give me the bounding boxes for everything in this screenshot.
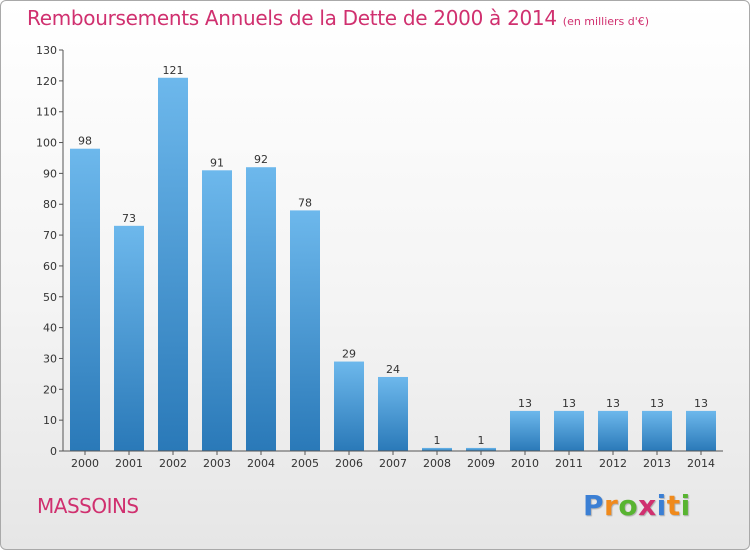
y-axis: 0 10 20 30 40 50 60 70 80 90 100 110 120 130 [36, 44, 64, 458]
logo-letter: x [638, 489, 657, 522]
y-tick-label: 60 [43, 260, 57, 273]
bar-2008 [422, 447, 452, 451]
y-tick-label: 100 [36, 137, 57, 150]
logo-letter: i [680, 489, 691, 522]
data-label-2012: 13 [606, 397, 620, 410]
x-tick-label-2003: 2003 [203, 457, 231, 470]
bar-2006 [334, 361, 364, 451]
bar-2004 [246, 167, 276, 451]
y-tick-label: 110 [36, 106, 57, 119]
y-tick-label: 130 [36, 44, 57, 57]
data-label-2014: 13 [694, 397, 708, 410]
y-tick-label: 10 [43, 414, 57, 427]
chart-title: Remboursements Annuels de la Dette de 20… [27, 6, 649, 30]
data-label-2013: 13 [650, 397, 664, 410]
y-tick-label: 0 [50, 445, 57, 458]
data-label-2010: 13 [518, 397, 532, 410]
x-tick-label-2006: 2006 [335, 457, 363, 470]
logo-letter: i [656, 489, 667, 522]
x-tick-label-2014: 2014 [687, 457, 715, 470]
x-axis: 2000 2001 2002 2003 2004 2005 2006 2007 2008 2009… [63, 450, 723, 470]
y-tick-label: 20 [43, 383, 57, 396]
x-tick-label-2007: 2007 [379, 457, 407, 470]
data-label-2006: 29 [342, 348, 356, 361]
x-tick-label-2012: 2012 [599, 457, 627, 470]
logo-letter: o [618, 489, 639, 522]
x-tick-label-2009: 2009 [467, 457, 495, 470]
data-label-2011: 13 [562, 397, 576, 410]
bar-2009 [466, 447, 496, 451]
y-tick-label: 40 [43, 322, 57, 335]
x-tick-label-2001: 2001 [115, 457, 143, 470]
commune-name: MASSOINS [37, 494, 139, 518]
x-tick-label-2004: 2004 [247, 457, 275, 470]
data-label-2005: 78 [298, 196, 312, 209]
data-label-2004: 92 [254, 153, 268, 166]
bar-2010 [510, 410, 540, 451]
data-label-2000: 98 [78, 135, 92, 148]
bar-2000 [70, 148, 100, 451]
data-label-2007: 24 [386, 363, 400, 376]
logo-letter: t [666, 489, 681, 522]
x-tick-label-2002: 2002 [159, 457, 187, 470]
bar-2005 [290, 210, 320, 451]
bar-2007 [378, 376, 408, 451]
y-tick-label: 50 [43, 291, 57, 304]
x-tick-label-2008: 2008 [423, 457, 451, 470]
y-tick-label: 80 [43, 198, 57, 211]
y-tick-label: 120 [36, 75, 57, 88]
y-tick-label: 30 [43, 352, 57, 365]
bar-2013 [642, 410, 672, 451]
data-label-2002: 121 [163, 64, 184, 77]
y-tick-label: 90 [43, 167, 57, 180]
data-label-2009: 1 [478, 434, 485, 447]
bar-2003 [202, 170, 232, 452]
data-label-2008: 1 [434, 434, 441, 447]
x-tick-label-2005: 2005 [291, 457, 319, 470]
x-tick-label-2013: 2013 [643, 457, 671, 470]
y-tick-label: 70 [43, 229, 57, 242]
data-label-2001: 73 [122, 212, 136, 225]
proxiti-logo: Proxiti [583, 489, 691, 522]
bar-2011 [554, 410, 584, 451]
logo-letter: r [604, 489, 619, 522]
x-tick-label-2000: 2000 [71, 457, 99, 470]
x-tick-label-2011: 2011 [555, 457, 583, 470]
x-tick-label-2010: 2010 [511, 457, 539, 470]
bar-2014 [686, 410, 716, 451]
logo-letter: P [583, 489, 605, 522]
data-label-2003: 91 [210, 156, 224, 169]
bar-2012 [598, 410, 628, 451]
bars: 98 73 121 91 92 78 29 24 1 1 13 13 13 13 13 [70, 64, 716, 452]
bar-2002 [158, 77, 188, 451]
bar-2001 [114, 225, 144, 451]
chart-subtitle: (en milliers d'€) [562, 15, 650, 28]
chart-title-text: Remboursements Annuels de la Dette de 20… [27, 6, 557, 30]
